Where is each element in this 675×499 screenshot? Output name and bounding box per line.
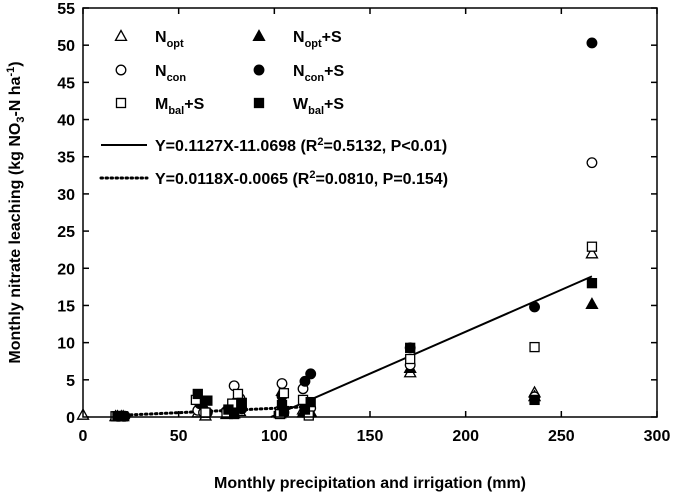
- legend-label-base: N: [293, 29, 305, 46]
- y-axis-title-middle: -N ha: [7, 76, 24, 116]
- point-wbal_s: [202, 395, 213, 406]
- point-mbal_s: [529, 341, 540, 353]
- legend-label-base: N: [155, 63, 167, 80]
- y-tick-label: 40: [57, 113, 75, 130]
- x-tick-label: 300: [644, 428, 671, 445]
- point-ncon_s: [529, 301, 540, 313]
- y-tick-label: 15: [57, 298, 75, 315]
- legend-marker-ncon: [115, 64, 127, 76]
- legend-label-nopt: Nopt: [155, 29, 184, 50]
- legend-marker-wbal_s: [253, 97, 265, 109]
- legend-marker-nopt: [114, 29, 128, 42]
- x-tick-label: 100: [261, 428, 288, 445]
- fit-eq-dotted-prefix: Y=0.0118X-0.0065 (R: [155, 171, 310, 188]
- legend-label-mbal_s: Mbal+S: [155, 96, 205, 117]
- legend-label-sub: con: [167, 72, 187, 84]
- legend-label-sub: bal: [308, 105, 324, 117]
- point-ncon_s: [299, 375, 311, 387]
- point-wbal_s: [586, 277, 598, 289]
- point-wbal_s: [529, 394, 540, 406]
- legend-label-sub: opt: [167, 38, 184, 50]
- y-tick-label: 10: [57, 336, 75, 353]
- y-tick-label: 30: [57, 187, 75, 204]
- y-axis-title-sup: -1: [5, 67, 17, 77]
- y-tick-label: 45: [57, 75, 75, 92]
- fit-eq-solid-sup: 2: [317, 136, 323, 148]
- point-mbal_s: [278, 388, 290, 399]
- x-axis-title: Monthly precipitation and irrigation (mm…: [214, 475, 526, 492]
- x-axis-ticks: 0 50 100 150 200 250 300: [79, 8, 671, 445]
- x-tick-label: 0: [79, 428, 88, 445]
- fit-equation-solid: Y=0.1127X-11.0698 (R2=0.5132, P<0.01): [155, 136, 447, 155]
- point-wbal_s: [192, 388, 203, 400]
- legend-label-base: M: [155, 96, 168, 113]
- legend-label-base: N: [155, 29, 167, 46]
- point-ncon_s: [305, 368, 317, 380]
- y-tick-label: 35: [57, 150, 75, 167]
- legend-label-sub: opt: [305, 38, 322, 50]
- legend-label-sub: con: [305, 72, 325, 84]
- point-mbal_s: [232, 388, 244, 400]
- fit-legend: Y=0.1127X-11.0698 (R2=0.5132, P<0.01) Y=…: [99, 136, 448, 188]
- legend-label-wbal_s: Wbal+S: [293, 96, 344, 117]
- point-wbal_s: [278, 405, 290, 417]
- point-mbal_s: [200, 407, 211, 418]
- legend-label-rest: +S: [324, 63, 344, 80]
- x-tick-label: 50: [170, 428, 188, 445]
- legend-label-base: W: [293, 96, 309, 113]
- legend-label-ncon_s: Ncon+S: [293, 63, 344, 84]
- fit-eq-dotted-sup: 2: [309, 169, 315, 181]
- point-wbal_s: [305, 396, 316, 408]
- y-tick-label: 55: [57, 1, 75, 18]
- y-tick-label: 20: [57, 261, 75, 278]
- legend-marker-ncon_s: [253, 64, 265, 76]
- y-tick-label: 50: [57, 38, 75, 55]
- y-axis-title: Monthly nitrate leaching (kg NO3-N ha-1): [5, 61, 27, 363]
- y-axis-ticks: 0 5 10 15 20 25 30 35 40 45 50 55: [57, 1, 657, 427]
- y-axis-title-suffix: ): [7, 61, 24, 66]
- point-wbal_s: [299, 404, 311, 415]
- y-axis-title-sub: 3: [15, 117, 27, 123]
- point-wbal_s: [236, 397, 247, 409]
- plot-frame: [82, 7, 658, 418]
- legend-label-rest: +S: [184, 96, 204, 113]
- y-tick-label: 0: [66, 410, 75, 427]
- y-tick-label: 25: [57, 224, 75, 241]
- legend-label-rest: +S: [322, 29, 342, 46]
- point-mbal_s: [405, 353, 416, 365]
- x-tick-label: 250: [548, 428, 575, 445]
- legend-label-sub: bal: [168, 105, 184, 117]
- legend-marker-mbal_s: [115, 97, 127, 109]
- regression-lines: [114, 275, 593, 418]
- legend-marker-nopt_s: [252, 29, 266, 42]
- legend-label-nopt_s: Nopt+S: [293, 29, 342, 50]
- point-wbal_s: [405, 342, 416, 353]
- y-axis-title-prefix: Monthly nitrate leaching (kg NO: [7, 123, 24, 364]
- legend-label-base: N: [293, 63, 305, 80]
- point-ncon: [586, 157, 598, 169]
- x-tick-label: 150: [357, 428, 384, 445]
- fit-eq-solid-suffix: =0.5132, P<0.01): [323, 138, 447, 155]
- y-tick-label: 5: [66, 373, 75, 390]
- point-nopt: [585, 246, 599, 259]
- legend-label-ncon: Ncon: [155, 63, 186, 84]
- fit-eq-dotted-suffix: =0.0810, P=0.154): [315, 171, 448, 188]
- point-ncon: [276, 378, 288, 389]
- fit-eq-solid-prefix: Y=0.1127X-11.0698 (R: [155, 138, 318, 155]
- point-mbal_s: [586, 241, 598, 252]
- point-ncon_s: [586, 37, 598, 49]
- point-nopt_s: [585, 297, 599, 310]
- fit-line-solid: [270, 275, 593, 418]
- fit-equation-dotted: Y=0.0118X-0.0065 (R2=0.0810, P=0.154): [155, 169, 448, 188]
- x-tick-label: 200: [452, 428, 479, 445]
- legend-label-rest: +S: [324, 96, 344, 113]
- point-wbal_s: [229, 408, 240, 420]
